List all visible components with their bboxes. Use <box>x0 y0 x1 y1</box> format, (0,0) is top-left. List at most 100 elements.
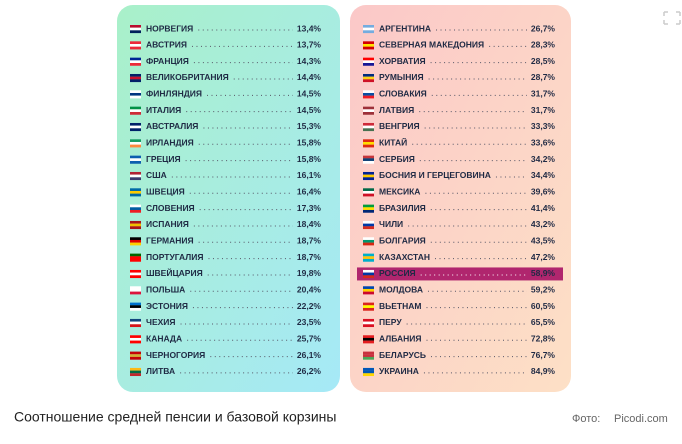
country-name: ЧЕРНОГОРИЯ <box>146 350 205 360</box>
flag <box>130 174 141 178</box>
flag <box>130 258 141 262</box>
flag <box>363 302 374 306</box>
country-name: БРАЗИЛИЯ <box>379 203 426 213</box>
flag <box>363 60 374 64</box>
flag <box>130 92 141 96</box>
flag <box>130 337 141 341</box>
country-name: КАНАДА <box>146 334 182 344</box>
country-value: 14,5% <box>297 89 322 99</box>
flag <box>363 367 374 371</box>
country-value: 28,7% <box>531 72 556 82</box>
country-name: АВСТРИЯ <box>146 40 187 50</box>
country-value: 43,5% <box>531 236 556 246</box>
flag <box>130 193 141 197</box>
country-name: УКРАИНА <box>379 366 419 376</box>
flag <box>363 253 374 257</box>
flag <box>130 302 141 306</box>
country-name: ГРЕЦИЯ <box>146 154 181 164</box>
country-value: 33,3% <box>531 121 556 131</box>
flag <box>363 204 374 208</box>
flag <box>363 190 374 194</box>
country-value: 18,7% <box>297 252 322 262</box>
flag <box>363 351 374 355</box>
flag <box>130 62 141 66</box>
flag <box>363 256 374 260</box>
country-name: МЕКСИКА <box>379 187 420 197</box>
flag <box>130 90 141 94</box>
country-name: ПОРТУГАЛИЯ <box>146 252 203 262</box>
flag <box>130 291 141 295</box>
flag <box>363 193 374 197</box>
country-name: БОСНИЯ И ГЕРЦЕГОВИНА <box>379 170 491 180</box>
country-name: ГЕРМАНИЯ <box>146 236 194 246</box>
country-name: СЛОВЕНИЯ <box>146 203 195 213</box>
country-value: 18,4% <box>297 219 322 229</box>
flag <box>363 373 374 377</box>
country-name: ВЕЛИКОБРИТАНИЯ <box>146 72 229 82</box>
expand-icon[interactable] <box>663 11 681 25</box>
flag <box>130 111 141 115</box>
country-name: МОЛДОВА <box>379 285 423 295</box>
country-name: ХОРВАТИЯ <box>379 56 426 66</box>
flag <box>130 73 141 77</box>
flag <box>130 25 141 28</box>
country-value: 15,8% <box>297 138 322 148</box>
country-value: 16,4% <box>297 187 322 197</box>
country-value: 15,3% <box>297 121 322 131</box>
flag <box>363 177 374 181</box>
flag <box>363 90 374 94</box>
country-name: ЭСТОНИЯ <box>146 301 188 311</box>
flag <box>363 111 374 115</box>
flag <box>363 106 374 110</box>
country-name: КИТАЙ <box>379 137 407 148</box>
left-panel <box>117 5 340 392</box>
flag <box>130 76 141 80</box>
flag <box>363 288 374 292</box>
flag <box>363 92 374 96</box>
country-value: 65,5% <box>531 317 556 327</box>
flag <box>130 272 141 276</box>
country-value: 47,2% <box>531 252 556 262</box>
country-value: 14,4% <box>297 72 322 82</box>
flag <box>363 275 374 279</box>
country-name: РУМЫНИЯ <box>379 72 424 82</box>
flag <box>130 324 141 328</box>
country-value: 13,4% <box>297 23 322 33</box>
country-name: НОРВЕГИЯ <box>146 23 193 33</box>
country-value: 16,1% <box>297 170 322 180</box>
flag <box>130 220 141 224</box>
flag <box>130 158 141 162</box>
flag <box>363 324 374 328</box>
flag <box>363 128 374 132</box>
country-value: 39,6% <box>531 187 556 197</box>
flag <box>130 188 141 192</box>
flag <box>130 318 141 322</box>
flag <box>363 62 374 66</box>
flag <box>363 356 374 360</box>
country-value: 33,6% <box>531 138 556 148</box>
flag <box>130 144 141 148</box>
flag <box>363 160 374 164</box>
country-name: ЛАТВИЯ <box>379 105 414 115</box>
country-value: 76,7% <box>531 350 556 360</box>
flag <box>363 141 374 145</box>
flag <box>130 177 141 181</box>
flag <box>130 204 141 208</box>
flag <box>130 60 141 64</box>
country-name: АЛБАНИЯ <box>379 334 422 344</box>
flag <box>130 239 141 243</box>
flag <box>363 291 374 295</box>
country-value: 72,8% <box>531 334 556 344</box>
flag <box>130 256 141 260</box>
flag <box>130 171 141 175</box>
right-panel <box>350 5 571 392</box>
flag <box>363 321 374 325</box>
country-name: ЧИЛИ <box>379 219 403 229</box>
flag <box>130 122 141 126</box>
flag <box>363 57 374 61</box>
flag <box>363 30 374 34</box>
flag <box>130 125 141 129</box>
rows: НОРВЕГИЯ 13,4% АВСТРИЯ 13,7% ФРАНЦИЯ 14,3% ВЕЛ… <box>130 23 563 376</box>
flag <box>130 190 141 194</box>
country-value: 14,3% <box>297 56 322 66</box>
